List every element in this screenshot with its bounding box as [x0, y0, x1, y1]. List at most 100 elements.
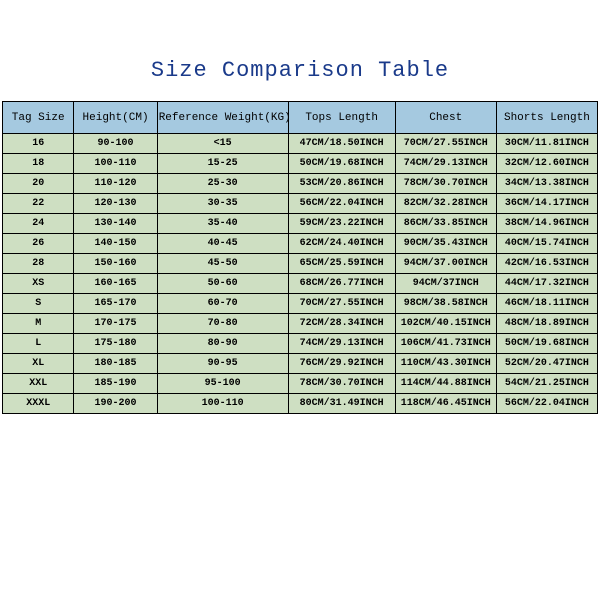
- cell: 190-200: [74, 394, 157, 414]
- cell: 94CM/37.00INCH: [395, 254, 496, 274]
- cell: <15: [157, 134, 288, 154]
- cell: 34CM/13.38INCH: [496, 174, 597, 194]
- cell: 40-45: [157, 234, 288, 254]
- cell: 100-110: [157, 394, 288, 414]
- cell: 175-180: [74, 334, 157, 354]
- cell: 114CM/44.88INCH: [395, 374, 496, 394]
- cell: 72CM/28.34INCH: [288, 314, 395, 334]
- cell: 106CM/41.73INCH: [395, 334, 496, 354]
- table-header-row: Tag Size Height(CM) Reference Weight(KG)…: [3, 102, 598, 134]
- cell: 170-175: [74, 314, 157, 334]
- cell: 18: [3, 154, 74, 174]
- cell: 90CM/35.43INCH: [395, 234, 496, 254]
- table-row: XXXL190-200100-11080CM/31.49INCH118CM/46…: [3, 394, 598, 414]
- cell: 70CM/27.55INCH: [395, 134, 496, 154]
- cell: XS: [3, 274, 74, 294]
- cell: 36CM/14.17INCH: [496, 194, 597, 214]
- cell: 80CM/31.49INCH: [288, 394, 395, 414]
- cell: 165-170: [74, 294, 157, 314]
- table-row: 18100-11015-2550CM/19.68INCH74CM/29.13IN…: [3, 154, 598, 174]
- cell: 45-50: [157, 254, 288, 274]
- cell: XXXL: [3, 394, 74, 414]
- cell: 74CM/29.13INCH: [288, 334, 395, 354]
- cell: 30CM/11.81INCH: [496, 134, 597, 154]
- table-body: 1690-100<1547CM/18.50INCH70CM/27.55INCH3…: [3, 134, 598, 414]
- cell: M: [3, 314, 74, 334]
- cell: 86CM/33.85INCH: [395, 214, 496, 234]
- cell: XXL: [3, 374, 74, 394]
- col-reference-weight: Reference Weight(KG): [157, 102, 288, 134]
- cell: 185-190: [74, 374, 157, 394]
- cell: 95-100: [157, 374, 288, 394]
- cell: 100-110: [74, 154, 157, 174]
- cell: 102CM/40.15INCH: [395, 314, 496, 334]
- cell: 76CM/29.92INCH: [288, 354, 395, 374]
- cell: S: [3, 294, 74, 314]
- cell: 98CM/38.58INCH: [395, 294, 496, 314]
- cell: 110CM/43.30INCH: [395, 354, 496, 374]
- cell: 20: [3, 174, 74, 194]
- table-row: 24130-14035-4059CM/23.22INCH86CM/33.85IN…: [3, 214, 598, 234]
- cell: 54CM/21.25INCH: [496, 374, 597, 394]
- cell: 68CM/26.77INCH: [288, 274, 395, 294]
- table-row: XL180-18590-9576CM/29.92INCH110CM/43.30I…: [3, 354, 598, 374]
- cell: 78CM/30.70INCH: [395, 174, 496, 194]
- table-row: XXL185-19095-10078CM/30.70INCH114CM/44.8…: [3, 374, 598, 394]
- cell: 50CM/19.68INCH: [288, 154, 395, 174]
- cell: 22: [3, 194, 74, 214]
- col-tops-length: Tops Length: [288, 102, 395, 134]
- cell: 35-40: [157, 214, 288, 234]
- table-row: 20110-12025-3053CM/20.86INCH78CM/30.70IN…: [3, 174, 598, 194]
- col-shorts-length: Shorts Length: [496, 102, 597, 134]
- table-row: 26140-15040-4562CM/24.40INCH90CM/35.43IN…: [3, 234, 598, 254]
- cell: 56CM/22.04INCH: [288, 194, 395, 214]
- table-row: L175-18080-9074CM/29.13INCH106CM/41.73IN…: [3, 334, 598, 354]
- cell: 90-100: [74, 134, 157, 154]
- cell: 38CM/14.96INCH: [496, 214, 597, 234]
- cell: 32CM/12.60INCH: [496, 154, 597, 174]
- table-row: 1690-100<1547CM/18.50INCH70CM/27.55INCH3…: [3, 134, 598, 154]
- cell: 30-35: [157, 194, 288, 214]
- cell: 40CM/15.74INCH: [496, 234, 597, 254]
- cell: 47CM/18.50INCH: [288, 134, 395, 154]
- cell: 80-90: [157, 334, 288, 354]
- cell: 110-120: [74, 174, 157, 194]
- cell: 70CM/27.55INCH: [288, 294, 395, 314]
- col-tag-size: Tag Size: [3, 102, 74, 134]
- cell: 94CM/37INCH: [395, 274, 496, 294]
- size-comparison-table: Tag Size Height(CM) Reference Weight(KG)…: [2, 101, 598, 414]
- cell: 90-95: [157, 354, 288, 374]
- table-row: 22120-13030-3556CM/22.04INCH82CM/32.28IN…: [3, 194, 598, 214]
- cell: 53CM/20.86INCH: [288, 174, 395, 194]
- cell: XL: [3, 354, 74, 374]
- cell: 52CM/20.47INCH: [496, 354, 597, 374]
- cell: 48CM/18.89INCH: [496, 314, 597, 334]
- cell: 140-150: [74, 234, 157, 254]
- cell: 60-70: [157, 294, 288, 314]
- cell: 65CM/25.59INCH: [288, 254, 395, 274]
- cell: 180-185: [74, 354, 157, 374]
- cell: 59CM/23.22INCH: [288, 214, 395, 234]
- cell: 42CM/16.53INCH: [496, 254, 597, 274]
- table-row: XS160-16550-6068CM/26.77INCH94CM/37INCH4…: [3, 274, 598, 294]
- cell: 62CM/24.40INCH: [288, 234, 395, 254]
- cell: 16: [3, 134, 74, 154]
- table-row: 28150-16045-5065CM/25.59INCH94CM/37.00IN…: [3, 254, 598, 274]
- page-title: Size Comparison Table: [0, 0, 600, 101]
- cell: 78CM/30.70INCH: [288, 374, 395, 394]
- cell: 150-160: [74, 254, 157, 274]
- cell: 15-25: [157, 154, 288, 174]
- cell: 82CM/32.28INCH: [395, 194, 496, 214]
- cell: 44CM/17.32INCH: [496, 274, 597, 294]
- cell: 74CM/29.13INCH: [395, 154, 496, 174]
- size-table-container: Tag Size Height(CM) Reference Weight(KG)…: [0, 101, 600, 414]
- cell: 50CM/19.68INCH: [496, 334, 597, 354]
- cell: 70-80: [157, 314, 288, 334]
- cell: 56CM/22.04INCH: [496, 394, 597, 414]
- col-chest: Chest: [395, 102, 496, 134]
- col-height: Height(CM): [74, 102, 157, 134]
- cell: 24: [3, 214, 74, 234]
- table-row: S165-17060-7070CM/27.55INCH98CM/38.58INC…: [3, 294, 598, 314]
- cell: 46CM/18.11INCH: [496, 294, 597, 314]
- table-row: M170-17570-8072CM/28.34INCH102CM/40.15IN…: [3, 314, 598, 334]
